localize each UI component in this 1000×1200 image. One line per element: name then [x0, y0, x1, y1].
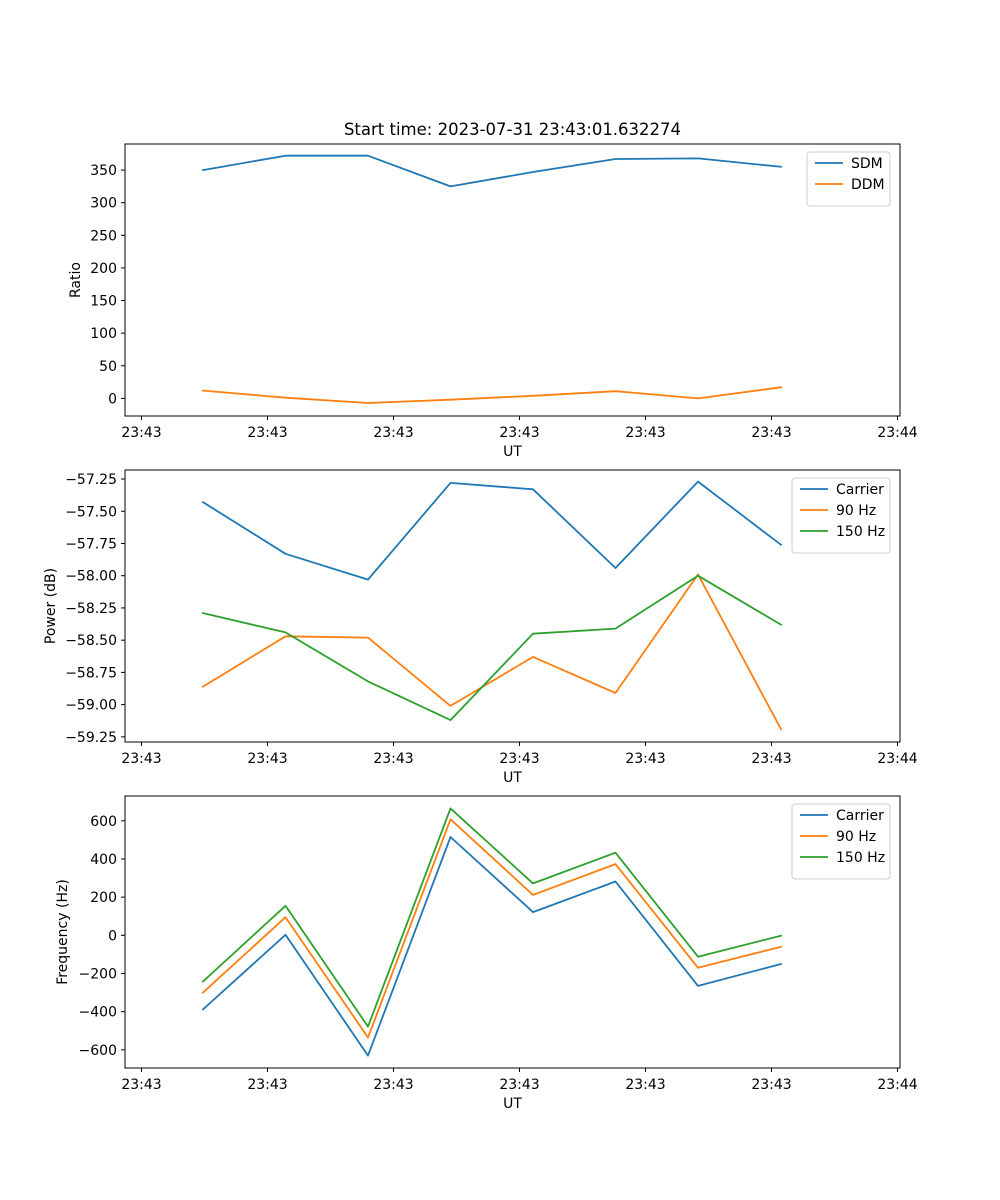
x-tick-label: 23:43	[625, 1077, 665, 1093]
chart-panel-3: 23:43 23:43 23:43 23:43 23:43 23:43 23:44 UT 600…	[55, 795, 918, 1112]
y-tick-label: −58.00	[65, 569, 117, 585]
y-tick-label: −58.25	[65, 601, 117, 617]
chart-panel-1: Start time: 2023-07-31 23:43:01.632274 23…	[68, 120, 918, 460]
legend-label: DDM	[851, 177, 885, 193]
y-tick-label: −57.25	[65, 472, 117, 488]
plot-frame	[124, 795, 901, 1069]
y-tick-label: 50	[99, 359, 117, 375]
y-tick-label: −400	[79, 1005, 117, 1021]
y-tick-label: −200	[79, 967, 117, 983]
x-tick-label: 23:43	[499, 1077, 539, 1093]
x-tick-label: 23:43	[247, 751, 287, 767]
legend-label: SDM	[851, 156, 883, 172]
x-tick-label: 23:43	[121, 425, 161, 441]
y-axis-label: Frequency (Hz)	[55, 879, 71, 985]
x-tick-label: 23:43	[247, 1077, 287, 1093]
y-tick-label: 100	[90, 326, 117, 342]
y-tick-label: 200	[90, 261, 117, 277]
x-tick-label: 23:43	[373, 751, 413, 767]
x-tick-label: 23:43	[751, 1077, 791, 1093]
y-axis-label: Power (dB)	[43, 568, 59, 644]
x-tick-label: 23:43	[121, 751, 161, 767]
legend	[806, 151, 891, 207]
legend	[791, 477, 891, 554]
x-tick-label: 23:43	[499, 751, 539, 767]
x-axis-label: UT	[503, 770, 522, 786]
x-tick-label: 23:43	[373, 425, 413, 441]
series-line-carrier	[201, 836, 783, 1057]
x-tick-label: 23:44	[877, 751, 917, 767]
x-tick-label: 23:43	[751, 751, 791, 767]
series-line-150-hz	[201, 807, 783, 1028]
plot-frame	[124, 469, 901, 743]
x-tick-label: 23:43	[751, 425, 791, 441]
series-line-90-hz	[201, 818, 783, 1039]
legend-label: 90 Hz	[836, 503, 876, 519]
y-tick-label: −57.50	[65, 504, 117, 520]
y-tick-label: 300	[90, 196, 117, 212]
x-tick-label: 23:43	[247, 425, 287, 441]
y-tick-label: 350	[90, 163, 117, 179]
x-tick-label: 23:43	[625, 751, 665, 767]
x-tick-label: 23:43	[373, 1077, 413, 1093]
y-tick-label: −57.75	[65, 536, 117, 552]
y-tick-label: −58.50	[65, 633, 117, 649]
chart-panel-2: 23:43 23:43 23:43 23:43 23:43 23:43 23:44 UT −57…	[43, 469, 918, 786]
x-axis-label: UT	[503, 444, 522, 460]
y-tick-label: −58.75	[65, 665, 117, 681]
x-axis-label: UT	[503, 1096, 522, 1112]
y-tick-label: −59.25	[65, 730, 117, 746]
series-line-90-hz	[201, 573, 783, 731]
legend	[791, 803, 891, 880]
x-tick-label: 23:44	[877, 1077, 917, 1093]
y-tick-label: 400	[90, 852, 117, 868]
legend-label: 90 Hz	[836, 829, 876, 845]
legend-label: Carrier	[836, 808, 884, 824]
x-tick-label: 23:43	[499, 425, 539, 441]
x-tick-label: 23:43	[121, 1077, 161, 1093]
series-line-sdm	[201, 154, 782, 188]
y-axis-label: Ratio	[68, 262, 84, 298]
legend-label: 150 Hz	[836, 524, 885, 540]
y-tick-label: 250	[90, 228, 117, 244]
y-tick-label: 150	[90, 294, 117, 310]
x-tick-label: 23:43	[625, 425, 665, 441]
plot-frame	[124, 143, 901, 417]
x-tick-label: 23:44	[877, 425, 917, 441]
y-tick-label: 200	[90, 890, 117, 906]
series-line-150-hz	[201, 574, 783, 721]
y-tick-label: 600	[90, 814, 117, 830]
legend-label: 150 Hz	[836, 850, 885, 866]
series-line-ddm	[202, 386, 783, 404]
y-tick-label: 0	[108, 928, 117, 944]
y-tick-label: −600	[79, 1043, 117, 1059]
legend-label: Carrier	[836, 482, 884, 498]
y-tick-label: 0	[108, 391, 117, 407]
chart-title: Start time: 2023-07-31 23:43:01.632274	[344, 120, 681, 139]
series-line-carrier	[201, 480, 783, 581]
y-tick-label: −59.00	[65, 698, 117, 714]
